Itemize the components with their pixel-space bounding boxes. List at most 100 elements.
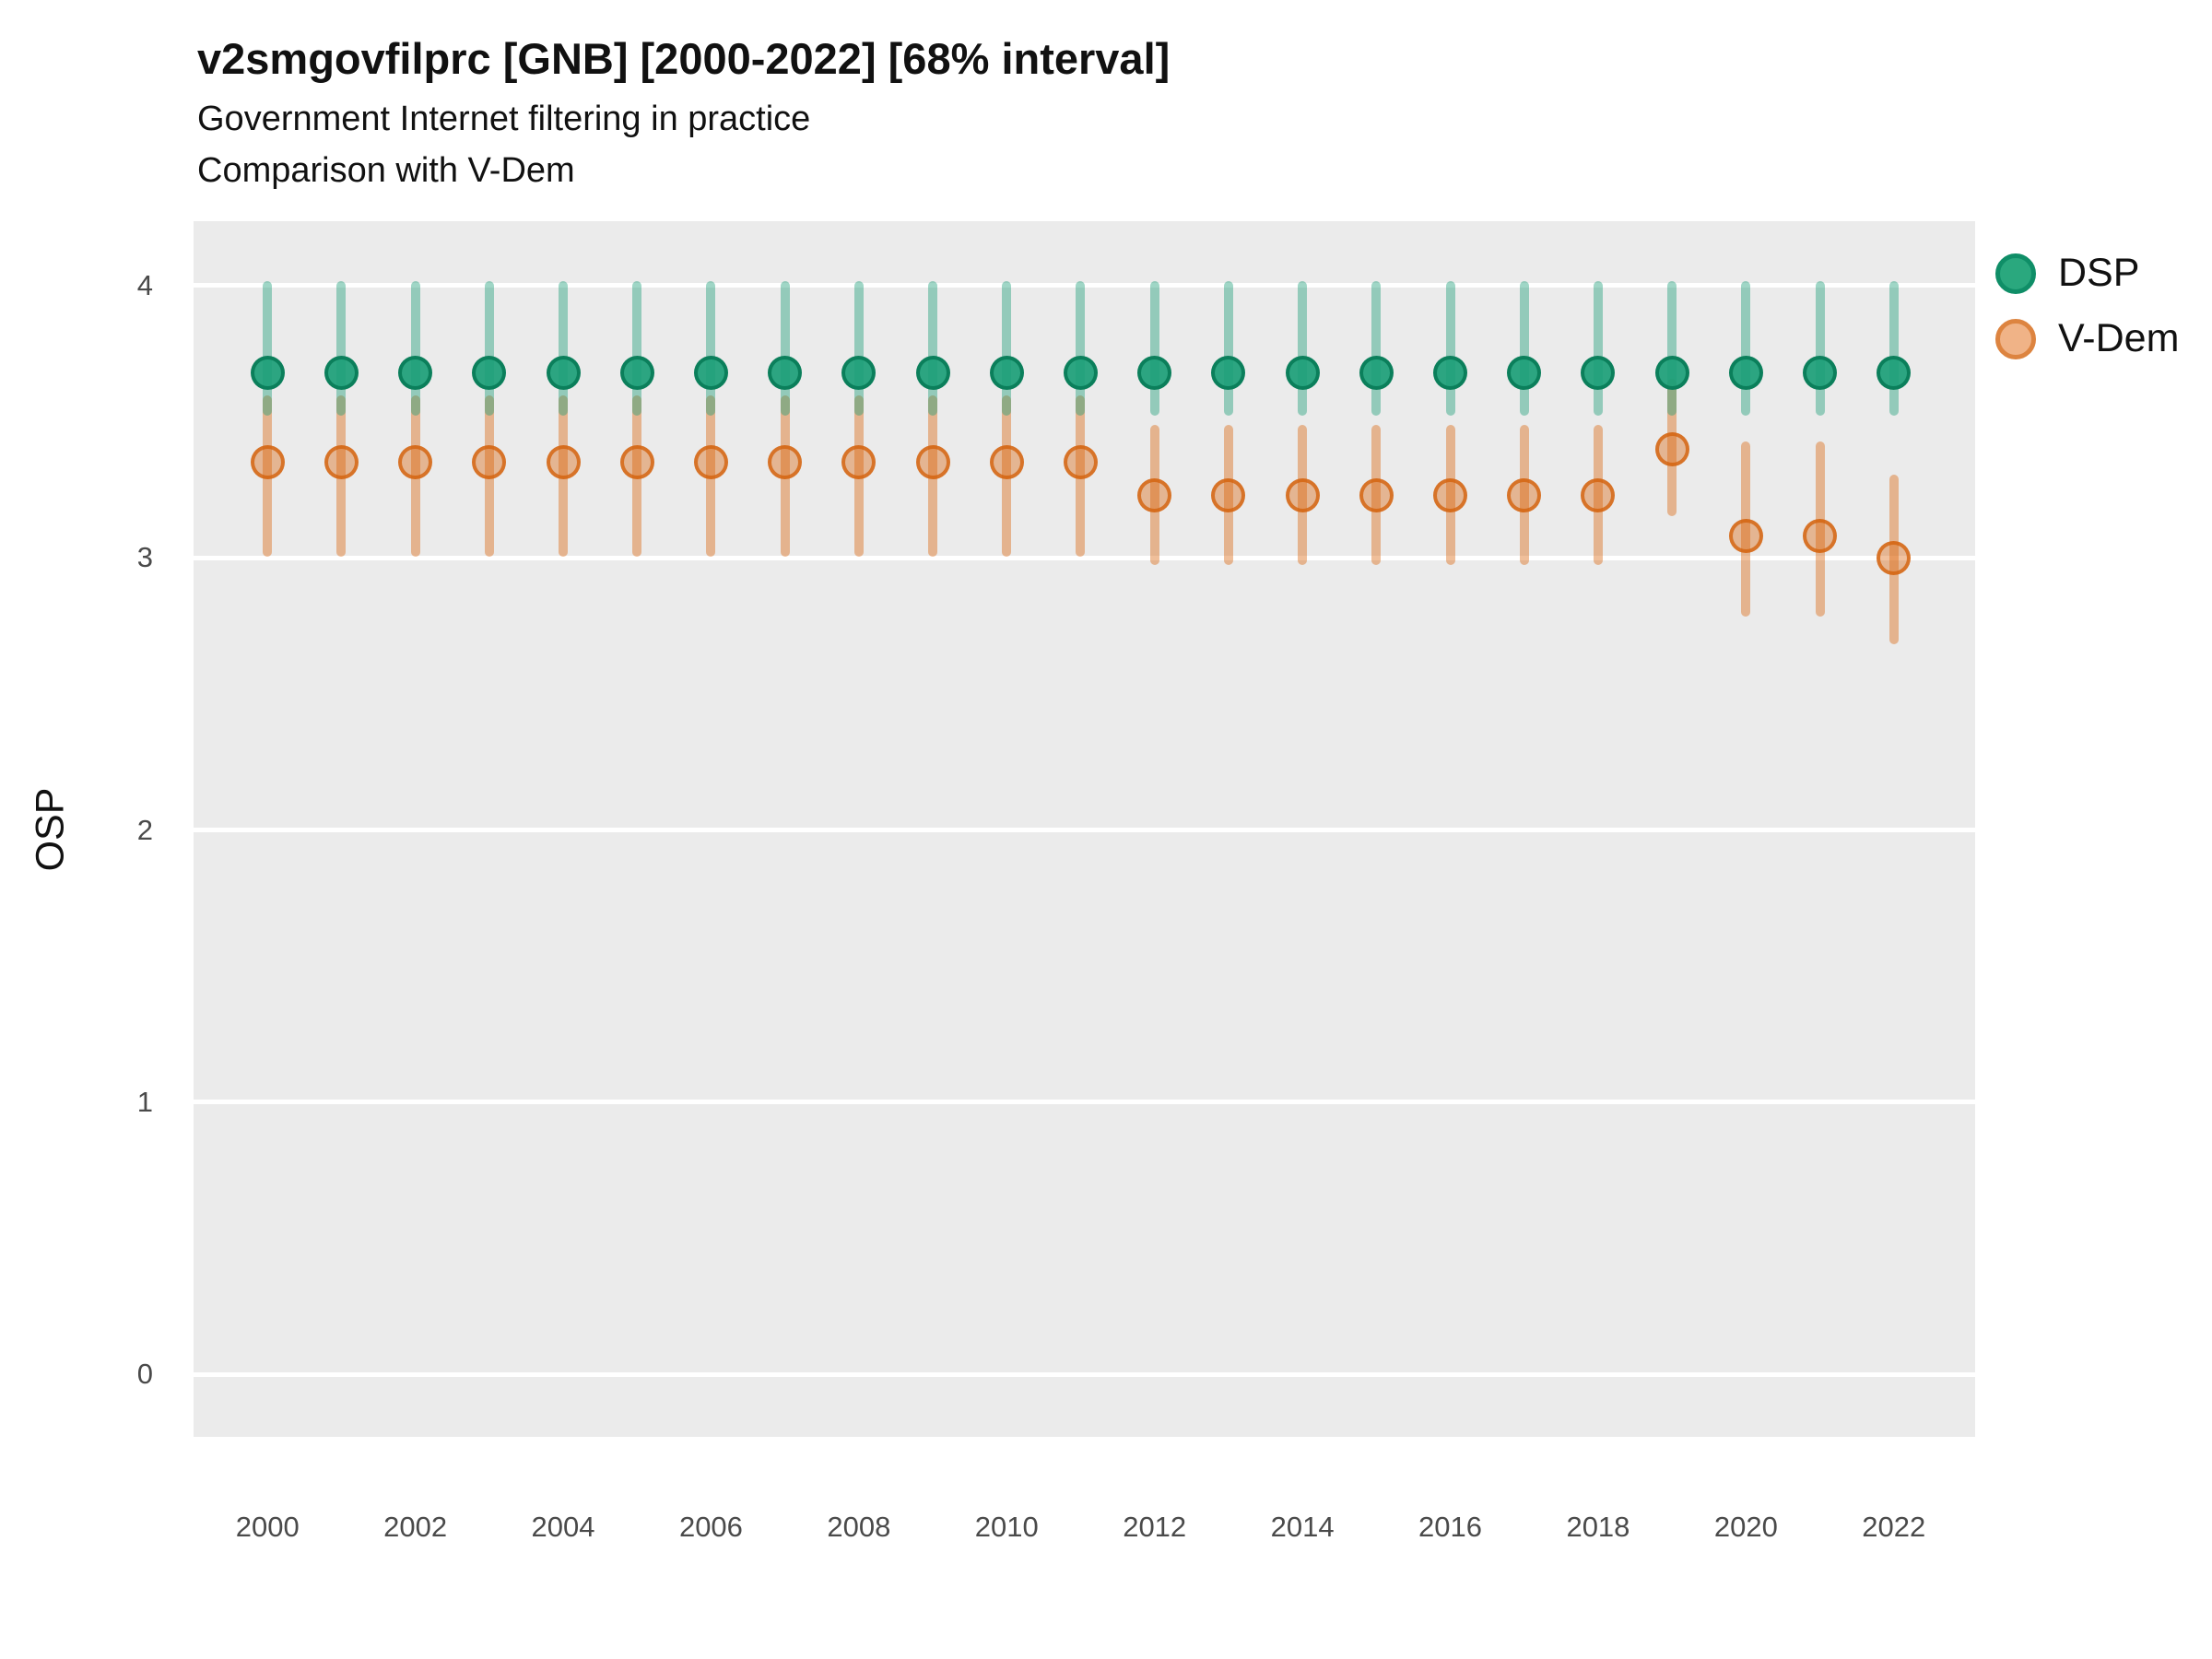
dsp-range-bar xyxy=(484,280,494,416)
x-tick-label-2022: 2022 xyxy=(1862,1511,1926,1543)
vdem-point xyxy=(398,445,433,480)
vdem-point xyxy=(1654,431,1689,466)
dsp-point xyxy=(1137,355,1172,390)
y-axis-title: OSP xyxy=(28,787,73,872)
vdem-point xyxy=(989,445,1024,480)
dsp-point xyxy=(324,355,359,390)
x-tick-label-2014: 2014 xyxy=(1270,1511,1335,1543)
dsp-range-bar xyxy=(1149,280,1159,416)
dsp-point xyxy=(546,355,581,390)
vdem-point xyxy=(250,445,285,480)
x-tick-label-2002: 2002 xyxy=(383,1511,448,1543)
dsp-range-bar xyxy=(632,280,642,416)
dsp-range-bar xyxy=(1667,280,1677,416)
dsp-range-bar xyxy=(1519,280,1529,416)
vdem-point xyxy=(1507,477,1542,512)
dsp-point xyxy=(1285,355,1320,390)
dsp-point xyxy=(1654,355,1689,390)
dsp-point xyxy=(250,355,285,390)
y-tick-label-2: 2 xyxy=(136,813,153,846)
vdem-point xyxy=(768,445,803,480)
vdem-point xyxy=(472,445,507,480)
dsp-range-bar xyxy=(1741,280,1751,416)
dsp-point xyxy=(619,355,654,390)
gridline-y-2 xyxy=(194,828,1975,833)
gridline-y-3 xyxy=(194,555,1975,560)
dsp-point xyxy=(768,355,803,390)
dsp-point xyxy=(1581,355,1616,390)
dsp-point xyxy=(472,355,507,390)
vdem-point xyxy=(546,445,581,480)
vdem-point xyxy=(1137,477,1172,512)
y-tick-label-0: 0 xyxy=(136,1358,153,1391)
dsp-point xyxy=(1359,355,1394,390)
x-tick-label-2000: 2000 xyxy=(235,1511,300,1543)
dsp-range-bar xyxy=(1815,280,1825,416)
vdem-point xyxy=(1285,477,1320,512)
dsp-point xyxy=(915,355,950,390)
x-tick-label-2020: 2020 xyxy=(1713,1511,1778,1543)
dsp-range-bar xyxy=(1076,280,1086,416)
y-tick-label-4: 4 xyxy=(136,268,153,301)
legend-label-dsp: DSP xyxy=(2058,251,2140,295)
dsp-range-bar xyxy=(1002,280,1012,416)
legend-item-dsp: DSP xyxy=(1995,251,2179,296)
dsp-range-bar xyxy=(928,280,938,416)
dsp-point xyxy=(989,355,1024,390)
vdem-point xyxy=(1433,477,1468,512)
chart-subtitle-line1: Government Internet filtering in practic… xyxy=(197,100,811,138)
vdem-point xyxy=(1063,445,1098,480)
chart-subtitle-line2: Comparison with V-Dem xyxy=(197,151,575,190)
x-tick-label-2012: 2012 xyxy=(1123,1511,1187,1543)
vdem-point xyxy=(915,445,950,480)
dsp-range-bar xyxy=(853,280,864,416)
dsp-point xyxy=(1433,355,1468,390)
vdem-point xyxy=(619,445,654,480)
dsp-range-bar xyxy=(559,280,569,416)
vdem-point xyxy=(1581,477,1616,512)
x-tick-label-2006: 2006 xyxy=(678,1511,743,1543)
dsp-range-bar xyxy=(263,280,273,416)
vdem-point xyxy=(1803,519,1838,554)
dsp-point xyxy=(398,355,433,390)
vdem-point xyxy=(1877,540,1912,575)
dsp-range-bar xyxy=(1888,280,1899,416)
y-tick-label-3: 3 xyxy=(136,541,153,574)
vdem-point xyxy=(324,445,359,480)
gridline-y-1 xyxy=(194,1100,1975,1105)
dsp-range-bar xyxy=(706,280,716,416)
gridline-y-4 xyxy=(194,283,1975,288)
vdem-point xyxy=(1359,477,1394,512)
vdem-point xyxy=(1211,477,1246,512)
dsp-point xyxy=(1063,355,1098,390)
x-tick-label-2016: 2016 xyxy=(1418,1511,1482,1543)
legend: DSP V-Dem xyxy=(1995,251,2179,361)
dsp-range-bar xyxy=(1298,280,1308,416)
dsp-point xyxy=(693,355,728,390)
legend-label-v-dem: V-Dem xyxy=(2058,316,2180,360)
dsp-range-bar xyxy=(1223,280,1233,416)
dsp-range-bar xyxy=(1371,280,1382,416)
dsp-point xyxy=(1803,355,1838,390)
x-tick-label-2018: 2018 xyxy=(1566,1511,1630,1543)
chart-title: v2smgovfilprc [GNB] [2000-2022] [68% int… xyxy=(197,34,1171,83)
dsp-range-bar xyxy=(410,280,420,416)
x-tick-label-2010: 2010 xyxy=(974,1511,1039,1543)
dsp-point xyxy=(1211,355,1246,390)
x-tick-label-2004: 2004 xyxy=(531,1511,595,1543)
vdem-point xyxy=(693,445,728,480)
gridline-y-0 xyxy=(194,1371,1975,1377)
dsp-range-bar xyxy=(1593,280,1603,416)
dsp-point xyxy=(841,355,877,390)
x-tick-label-2008: 2008 xyxy=(827,1511,891,1543)
legend-swatch-v-dem xyxy=(1995,318,2036,359)
plot-panel xyxy=(194,221,1975,1437)
dsp-point xyxy=(1728,355,1763,390)
y-tick-label-1: 1 xyxy=(136,1085,153,1118)
dsp-point xyxy=(1507,355,1542,390)
dsp-point xyxy=(1877,355,1912,390)
dsp-range-bar xyxy=(336,280,347,416)
dsp-range-bar xyxy=(780,280,790,416)
vdem-point xyxy=(1728,519,1763,554)
